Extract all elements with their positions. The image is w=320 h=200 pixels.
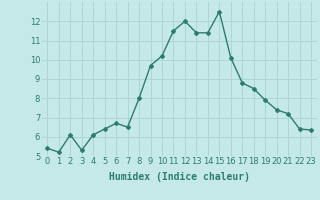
X-axis label: Humidex (Indice chaleur): Humidex (Indice chaleur) bbox=[109, 172, 250, 182]
